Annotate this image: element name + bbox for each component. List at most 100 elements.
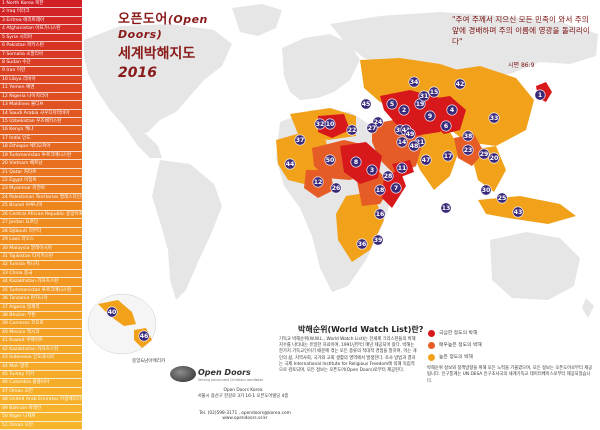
map-marker: 36 — [356, 238, 368, 250]
ranking-row: 3 Eritrea 에리트레아 — [0, 16, 82, 26]
marker-number: 45 — [362, 101, 371, 108]
marker-number: 40 — [108, 309, 117, 316]
marker-number: 7 — [394, 185, 398, 192]
ranking-row: 39 Comoros 코모로 — [0, 320, 82, 329]
ranking-row: 30 Malaysia 말레이시아 — [0, 244, 82, 253]
marker-number: 25 — [498, 195, 507, 202]
map-marker: 11 — [396, 162, 408, 174]
marker-circle — [138, 330, 150, 342]
ranking-row: 8 Sudan 수단 — [0, 59, 82, 68]
map-marker: 47 — [420, 154, 432, 166]
marker-number: 24 — [374, 119, 383, 126]
marker-number: 12 — [314, 179, 323, 186]
marker-number: 6 — [444, 123, 448, 130]
marker-circle — [420, 154, 432, 166]
marker-number: 30 — [482, 187, 491, 194]
map-marker: 10 — [324, 118, 336, 130]
inset-caption: 중앙&남아메리카 — [132, 359, 166, 364]
marker-circle — [372, 234, 384, 246]
map-marker: 19 — [414, 98, 426, 110]
ranking-row: 14 Saudi Arabia 사우디아라비아 — [0, 109, 82, 119]
legend-swatch — [428, 354, 435, 361]
land-new-zealand — [582, 298, 594, 318]
ranking-row: 25 Brunei 브루나이 — [0, 202, 82, 211]
title-line1: 오픈도어(Open Doors) — [118, 8, 248, 42]
marker-circle — [488, 112, 500, 124]
map-marker: 17 — [442, 150, 454, 162]
map-marker: 34 — [408, 76, 420, 88]
land-central-america — [124, 126, 162, 158]
marker-circle — [454, 78, 466, 90]
wwl-title: 박해순위(World Watch List)란? — [298, 325, 424, 334]
marker-number: 44 — [286, 161, 295, 168]
ranking-row: 46 Colombia 콜롬비아 — [0, 379, 82, 388]
ranking-row: 6 Pakistan 파키스탄 — [0, 42, 82, 51]
map-marker: 39 — [372, 234, 384, 246]
ranking-row: 11 Yemen 예멘 — [0, 84, 82, 93]
map-marker: 23 — [462, 144, 474, 156]
ranking-row: 26 Central African Republic 중앙아프리카공화국 — [0, 210, 82, 220]
ranking-row: 12 Nigeria 나이지리아 — [0, 92, 82, 102]
contact-org: Open Doors Korea — [223, 388, 263, 393]
marker-circle — [350, 156, 362, 168]
ranking-row: 28 Djibouti 지부티 — [0, 227, 82, 237]
marker-circle — [408, 76, 420, 88]
map-marker: 25 — [496, 192, 508, 204]
marker-circle — [346, 124, 358, 136]
land-greenland — [232, 4, 282, 36]
ranking-row: 33 China 중국 — [0, 269, 82, 279]
marker-circle — [366, 122, 378, 134]
ranking-row: 27 Jordan 요르단 — [0, 219, 82, 228]
ranking-row: 49 Bahrain 바레인 — [0, 404, 82, 414]
marker-number: 50 — [326, 157, 335, 164]
legend-label: 매우높은 정도의 박해 — [439, 343, 482, 348]
map-marker: 30 — [480, 184, 492, 196]
marker-number: 4 — [450, 107, 455, 114]
markers-layer: 1234567891011121314151617181920212223242… — [106, 76, 546, 342]
marker-circle — [314, 118, 326, 130]
marker-circle — [462, 144, 474, 156]
ranking-row: 5 Syria 시리아 — [0, 33, 82, 43]
ranking-row: 4 Afghanistan 아프가니스탄 — [0, 25, 82, 34]
marker-circle — [440, 202, 452, 214]
marker-number: 17 — [444, 153, 453, 160]
marker-number: 23 — [464, 147, 473, 154]
marker-number: 37 — [296, 137, 305, 144]
marker-number: 9 — [428, 113, 432, 120]
marker-circle — [386, 98, 398, 110]
ranking-row: 47 Oman 오만 — [0, 387, 82, 397]
map-title: 오픈도어(Open Doors) 세계박해지도 2016 — [118, 8, 248, 81]
map-marker: 44 — [284, 158, 296, 170]
ranking-row: 18 Ethiopia 에티오피아 — [0, 143, 82, 152]
ranking-row: 51 Oman 오만 — [0, 421, 82, 430]
land-europe — [282, 34, 360, 100]
ranking-row: 10 Libya 리비아 — [0, 75, 82, 85]
marker-circle — [398, 104, 410, 116]
marker-number: 10 — [326, 121, 335, 128]
marker-circle — [356, 238, 368, 250]
ranking-row: 44 Mali 말리 — [0, 362, 82, 371]
marker-circle — [440, 120, 452, 132]
ranking-row: 37 Algeria 알제리 — [0, 303, 82, 312]
marker-number: 22 — [348, 127, 357, 134]
marker-number: 35 — [396, 127, 405, 134]
ranking-sidebar: 1 North Korea 북한 2 Iraq 이라크 3 Eritrea 에리트레… — [0, 0, 82, 430]
marker-circle — [478, 148, 490, 160]
ranking-row: 7 Somalia 소말리아 — [0, 50, 82, 59]
ranking-row: 40 Mexico 멕시코 — [0, 328, 82, 338]
map-marker: 2 — [398, 104, 410, 116]
marker-circle — [462, 130, 474, 142]
contact-address: 서울시 용산구 한강로 3가 16-1 오픈도어빌딩 4층 — [197, 394, 289, 400]
land-north-america — [84, 24, 232, 136]
ranking-row: 32 Tunisia 튀니지 — [0, 261, 82, 270]
marker-number: 5 — [390, 101, 394, 108]
marker-number: 1 — [538, 92, 542, 99]
map-marker: 43 — [512, 206, 524, 218]
map-marker: 32 — [314, 118, 326, 130]
marker-circle — [496, 192, 508, 204]
marker-number: 11 — [398, 165, 407, 172]
map-marker: 15 — [428, 86, 440, 98]
marker-number: 46 — [140, 333, 149, 340]
marker-circle — [404, 128, 416, 140]
ranking-row: 41 Kuwait 쿠웨이트 — [0, 337, 82, 346]
